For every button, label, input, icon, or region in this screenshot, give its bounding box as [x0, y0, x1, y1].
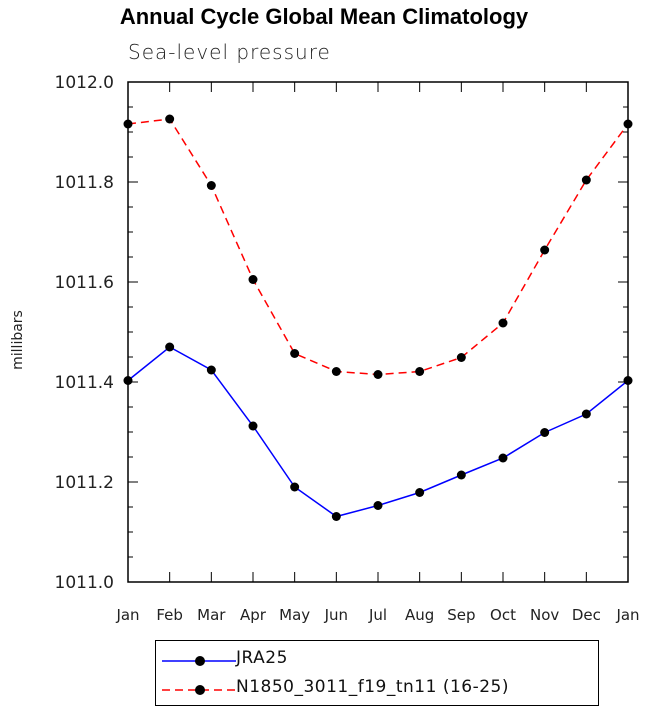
data-point-series-1: [498, 318, 508, 328]
x-tick-label: Mar: [197, 606, 226, 624]
chart-subtitle: Sea-level pressure: [128, 40, 331, 64]
x-tick-label: Jun: [324, 606, 348, 624]
y-tick-label: 1012.0: [55, 73, 114, 93]
data-point-series-1: [456, 353, 466, 362]
x-tick-label: Jul: [368, 606, 387, 624]
legend: JRA25 N1850_3011_f19_tn11 (16-25): [155, 640, 599, 706]
legend-label-jra25: JRA25: [236, 648, 288, 668]
x-tick-label: Nov: [530, 606, 559, 624]
chart-title: Annual Cycle Global Mean Climatology: [119, 4, 529, 29]
data-point-series-0: [248, 421, 258, 431]
data-point-series-1: [373, 370, 383, 379]
y-tick-label: 1011.8: [55, 173, 114, 193]
data-point-series-0: [498, 453, 508, 463]
data-point-series-0: [581, 409, 591, 419]
x-tick-label: Apr: [240, 606, 267, 624]
legend-entry-model: N1850_3011_f19_tn11 (16-25): [156, 675, 596, 703]
data-point-series-1: [248, 275, 258, 284]
y-tick-label: 1011.0: [55, 573, 114, 593]
data-point-series-1: [623, 119, 633, 129]
data-point-series-0: [123, 376, 133, 385]
data-point-series-0: [540, 428, 550, 437]
x-tick-label: Jan: [615, 606, 639, 624]
data-point-series-1: [290, 349, 300, 358]
x-tick-label: Sep: [447, 606, 475, 624]
x-tick-label: Feb: [156, 606, 183, 624]
data-point-series-1: [415, 367, 425, 376]
series-line-1: [127, 118, 629, 376]
x-tick-label: Jan: [115, 606, 139, 624]
legend-swatch-model: [162, 685, 236, 695]
data-point-series-1: [165, 114, 175, 124]
legend-label-model: N1850_3011_f19_tn11 (16-25): [236, 677, 509, 697]
data-point-series-0: [456, 470, 466, 480]
data-point-series-0: [206, 365, 216, 375]
data-point-series-0: [623, 376, 633, 385]
plot-area: 1011.0 1011.2 1011.4 1011.6 1011.8 1012.0 Jan F…: [55, 73, 640, 624]
x-tick-label: Oct: [490, 606, 516, 624]
y-tick-label: 1011.6: [55, 273, 114, 293]
data-point-series-1: [581, 175, 591, 185]
x-tick-label: May: [279, 606, 310, 624]
legend-entry-jra25: JRA25: [156, 646, 596, 674]
legend-swatch-jra25: [162, 656, 236, 666]
data-point-series-0: [165, 342, 175, 352]
y-tick-label: 1011.2: [55, 473, 114, 493]
data-point-series-1: [331, 367, 341, 376]
data-point-series-0: [290, 482, 300, 492]
data-point-series-1: [123, 119, 133, 129]
data-point-series-0: [331, 512, 341, 521]
data-point-series-0: [415, 488, 425, 497]
x-tick-label: Aug: [405, 606, 434, 624]
data-point-series-1: [540, 245, 550, 255]
y-tick-label: 1011.4: [55, 373, 114, 393]
data-point-series-1: [206, 181, 216, 190]
x-tick-label: Dec: [572, 606, 601, 624]
data-point-series-0: [373, 501, 383, 510]
